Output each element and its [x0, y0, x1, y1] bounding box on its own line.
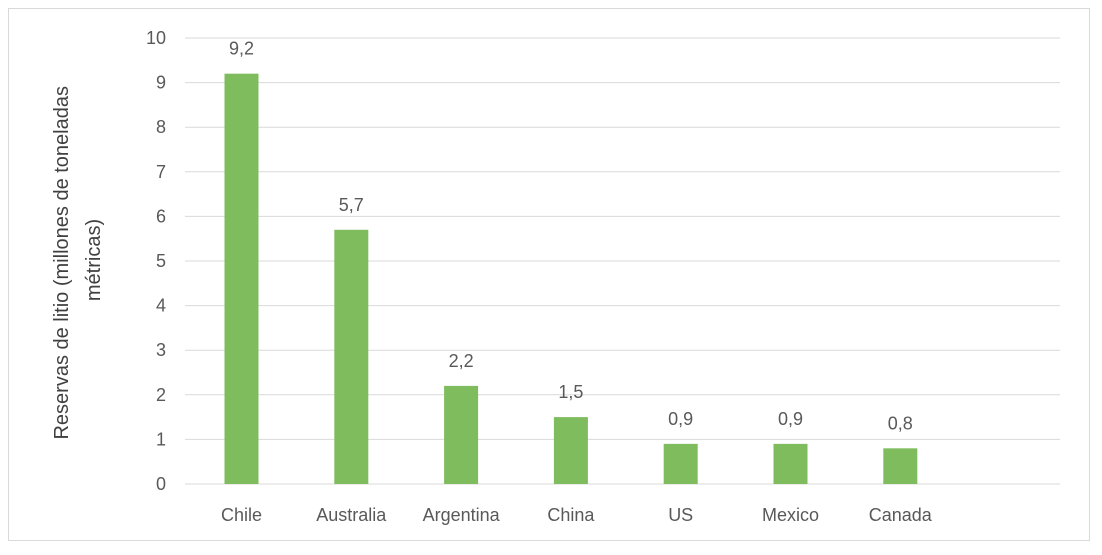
- data-label: 9,2: [229, 39, 254, 59]
- bars: [224, 73, 918, 485]
- y-tick-label: 6: [156, 206, 166, 226]
- y-tick-label: 3: [156, 340, 166, 360]
- data-label: 1,5: [558, 382, 583, 402]
- y-tick-label: 10: [146, 28, 166, 48]
- bar: [334, 229, 369, 484]
- data-label: 2,2: [449, 351, 474, 371]
- bar: [553, 417, 588, 484]
- data-labels: 9,2 5,7 2,2 1,5 0,9 0,9 0,8: [229, 39, 913, 434]
- x-tick-label: Chile: [221, 505, 262, 525]
- bar: [883, 448, 918, 484]
- y-tick-label: 0: [156, 474, 166, 494]
- bar: [663, 443, 698, 484]
- gridlines: [185, 37, 1060, 485]
- data-label: 0,9: [668, 409, 693, 429]
- bar: [444, 385, 479, 484]
- y-tick-label: 1: [156, 429, 166, 449]
- x-tick-label: US: [668, 505, 693, 525]
- x-tick-label: Australia: [316, 505, 387, 525]
- data-label: 5,7: [339, 195, 364, 215]
- bar: [773, 443, 808, 484]
- y-tick-label: 9: [156, 73, 166, 93]
- x-tick-label: China: [547, 505, 595, 525]
- x-tick-label: Mexico: [762, 505, 819, 525]
- x-tick-label: Argentina: [423, 505, 501, 525]
- data-label: 0,9: [778, 409, 803, 429]
- y-axis-label: Reservas de litio (millones de toneladas…: [51, 80, 105, 439]
- y-tick-label: 8: [156, 117, 166, 137]
- bar: [224, 73, 259, 485]
- y-axis-ticks: 0 1 2 3 4 5 6 7 8 9 10: [146, 28, 166, 494]
- y-axis-label-line-2: métricas): [83, 219, 105, 301]
- y-tick-label: 5: [156, 251, 166, 271]
- x-axis-categories: Chile Australia Argentina China US Mexico Cana…: [221, 505, 933, 525]
- y-tick-label: 2: [156, 385, 166, 405]
- x-tick-label: Canada: [869, 505, 933, 525]
- y-tick-label: 4: [156, 296, 166, 316]
- y-tick-label: 7: [156, 162, 166, 182]
- data-label: 0,8: [888, 413, 913, 433]
- y-axis-label-line-1: Reservas de litio (millones de toneladas: [51, 86, 73, 440]
